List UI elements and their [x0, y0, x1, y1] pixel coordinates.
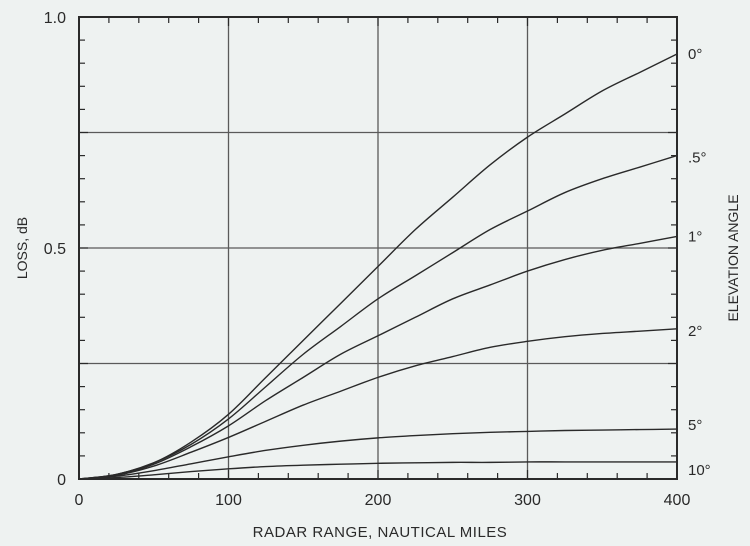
series-line — [78, 428, 678, 480]
series-label: 5° — [688, 417, 702, 434]
y-axis-title: LOSS, dB — [14, 217, 30, 279]
y-tick-label: 0.5 — [44, 241, 66, 258]
y-tick-label: 0 — [57, 472, 66, 489]
tick-labels: 0 100 200 300 400 0 0.5 1.0 — [44, 10, 691, 509]
series-line — [78, 461, 677, 480]
grid-lines — [79, 17, 677, 479]
x-tick-label: 300 — [514, 492, 541, 509]
series-line — [78, 53, 678, 480]
series-label: .5° — [688, 150, 707, 167]
x-tick-label: 200 — [365, 492, 392, 509]
x-tick-label: 400 — [664, 492, 691, 509]
series-line — [78, 154, 678, 480]
plot-frame — [78, 16, 678, 480]
series-label: 1° — [688, 228, 702, 245]
x-tick-label: 100 — [215, 492, 242, 509]
series-line — [78, 235, 678, 480]
x-tick-label: 0 — [75, 492, 84, 509]
series-label: 2° — [688, 323, 702, 340]
series-line — [78, 328, 678, 480]
y-tick-label: 1.0 — [44, 10, 66, 27]
right-axis-title: ELEVATION ANGLE — [725, 194, 741, 321]
series-labels: 0° .5° 1° 2° 5° 10° — [688, 46, 711, 479]
series-label: 10° — [688, 462, 711, 479]
series-label: 0° — [688, 46, 702, 63]
x-axis-title: RADAR RANGE, NAUTICAL MILES — [253, 524, 508, 541]
series-lines — [78, 53, 678, 480]
